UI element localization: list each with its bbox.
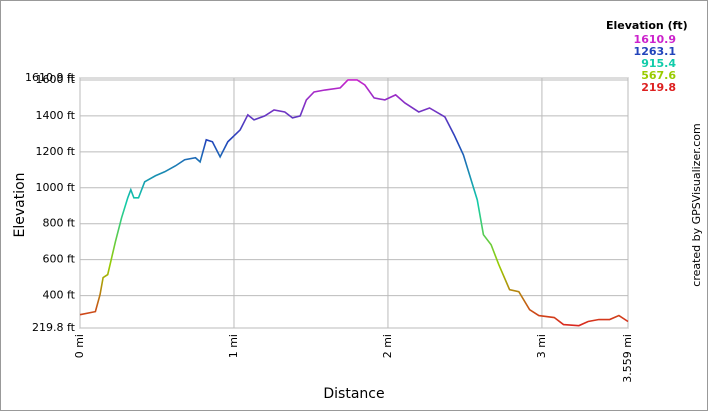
x-tick-label: 1 mi: [227, 334, 240, 358]
y-tick-label: 400 ft: [43, 289, 76, 302]
y-axis-title: Elevation: [12, 172, 28, 237]
watermark: created by GPSVisualizer.com: [690, 123, 703, 286]
y-tick-label: 1400 ft: [36, 109, 76, 122]
y-tick-label: 219.8 ft: [32, 321, 76, 334]
y-tick-label: 1200 ft: [36, 145, 76, 158]
legend-value: 219.8: [641, 81, 676, 94]
legend-value: 567.6: [641, 69, 676, 82]
x-tick-label: 0 mi: [73, 334, 86, 358]
x-tick-label: 2 mi: [381, 334, 394, 358]
legend-value: 1610.9: [634, 33, 676, 46]
y-tick-label: 1610.9 ft: [25, 71, 76, 84]
x-tick-label: 3 mi: [535, 334, 548, 358]
plot-area: [79, 77, 629, 329]
legend-value: 1263.1: [634, 45, 676, 58]
y-tick-label: 600 ft: [43, 253, 76, 266]
y-tick-label: 800 ft: [43, 217, 76, 230]
elevation-line: [79, 79, 629, 327]
y-tick-label: 1000 ft: [36, 181, 76, 194]
x-axis-title: Distance: [323, 386, 384, 402]
y-tick-label: 1600 ft: [36, 73, 76, 86]
legend-value: 915.4: [641, 57, 676, 70]
x-tick-label: 3.559 mi: [621, 334, 634, 383]
legend-title: Elevation (ft): [606, 19, 688, 32]
